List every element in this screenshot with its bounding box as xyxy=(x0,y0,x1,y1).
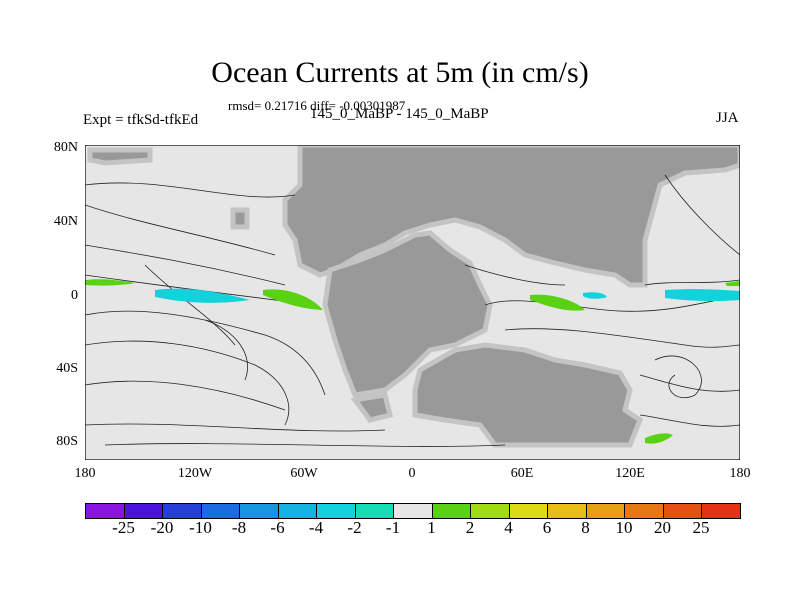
land-masses xyxy=(87,145,740,448)
colorbar-label: -8 xyxy=(231,518,247,537)
colorbar-label: 2 xyxy=(465,518,475,537)
x-tick-label: 180 xyxy=(729,466,751,481)
patch-green xyxy=(85,279,135,286)
subtitle-label: 145_0_MaBP - 145_0_MaBP xyxy=(310,106,489,122)
colorbar-box xyxy=(86,504,125,518)
colorbar-box xyxy=(163,504,202,518)
patch-green xyxy=(645,433,673,444)
patch-cyan xyxy=(665,289,740,302)
colorbar-box xyxy=(471,504,510,518)
colorbar-box xyxy=(586,504,625,518)
colorbar-label: -20 xyxy=(150,518,174,537)
x-tick-label: 0 xyxy=(408,466,416,481)
colorbar-label: 4 xyxy=(504,518,513,537)
land-island xyxy=(230,207,250,230)
colorbar-box xyxy=(240,504,279,518)
land-southern-plate xyxy=(412,342,644,448)
colorbar-box xyxy=(201,504,240,518)
land-arctic-island xyxy=(87,147,153,166)
colorbar-label: -2 xyxy=(347,518,362,537)
land-island xyxy=(350,392,394,423)
colorbar-box xyxy=(509,504,548,518)
colorbar-label: -6 xyxy=(270,518,285,537)
stats-label: rmsd= 0.21716 diff= -0.00301987 xyxy=(228,98,406,113)
colorbar-box xyxy=(625,504,664,518)
x-tick-label: 120E xyxy=(615,466,645,481)
colorbar-label: 1 xyxy=(427,518,436,537)
x-tick-label: 180 xyxy=(74,466,96,481)
current-anomaly-patches xyxy=(85,279,740,444)
colorbar-box xyxy=(702,504,740,518)
colorbar-label: 20 xyxy=(654,518,671,537)
colorbar-box xyxy=(317,504,356,518)
patch-cyan xyxy=(583,292,607,299)
experiment-label: Expt = tfkSd-tfkEd xyxy=(83,112,199,128)
y-tick-label: 40N xyxy=(53,214,78,229)
colorbar-box xyxy=(548,504,587,518)
y-tick-label: 40S xyxy=(56,361,78,376)
season-label: JJA xyxy=(716,110,739,126)
colorbar-box xyxy=(394,504,433,518)
colorbar-label: 10 xyxy=(615,518,633,537)
colorbar-label: 6 xyxy=(542,518,552,537)
patch-green xyxy=(725,281,740,286)
x-tick-label: 60E xyxy=(510,466,534,481)
colorbar-label: -25 xyxy=(112,518,135,537)
x-tick-label: 120W xyxy=(177,466,213,481)
colorbar-box xyxy=(663,504,702,518)
y-tick-label: 0 xyxy=(71,288,78,303)
colorbar-box xyxy=(432,504,471,518)
colorbar-label: -4 xyxy=(308,518,324,537)
land-northern-continent xyxy=(282,145,740,288)
ocean-current-map xyxy=(85,145,740,460)
colorbar-label: 25 xyxy=(692,518,710,537)
colorbar xyxy=(85,503,741,519)
colorbar-box xyxy=(278,504,317,518)
patch-green xyxy=(263,289,323,310)
y-tick-label: 80S xyxy=(56,434,78,449)
patch-green xyxy=(530,294,585,311)
plot-title: Ocean Currents at 5m (in cm/s) xyxy=(211,56,589,89)
y-tick-label: 80N xyxy=(53,140,78,155)
land-southern-continent xyxy=(322,230,493,398)
colorbar-label: -1 xyxy=(385,518,401,537)
x-tick-label: 60W xyxy=(290,466,318,481)
colorbar-label: 8 xyxy=(581,518,590,537)
colorbar-label: -10 xyxy=(189,518,212,537)
colorbar-box xyxy=(124,504,163,518)
colorbar-box xyxy=(355,504,394,518)
patch-cyan xyxy=(155,288,250,303)
